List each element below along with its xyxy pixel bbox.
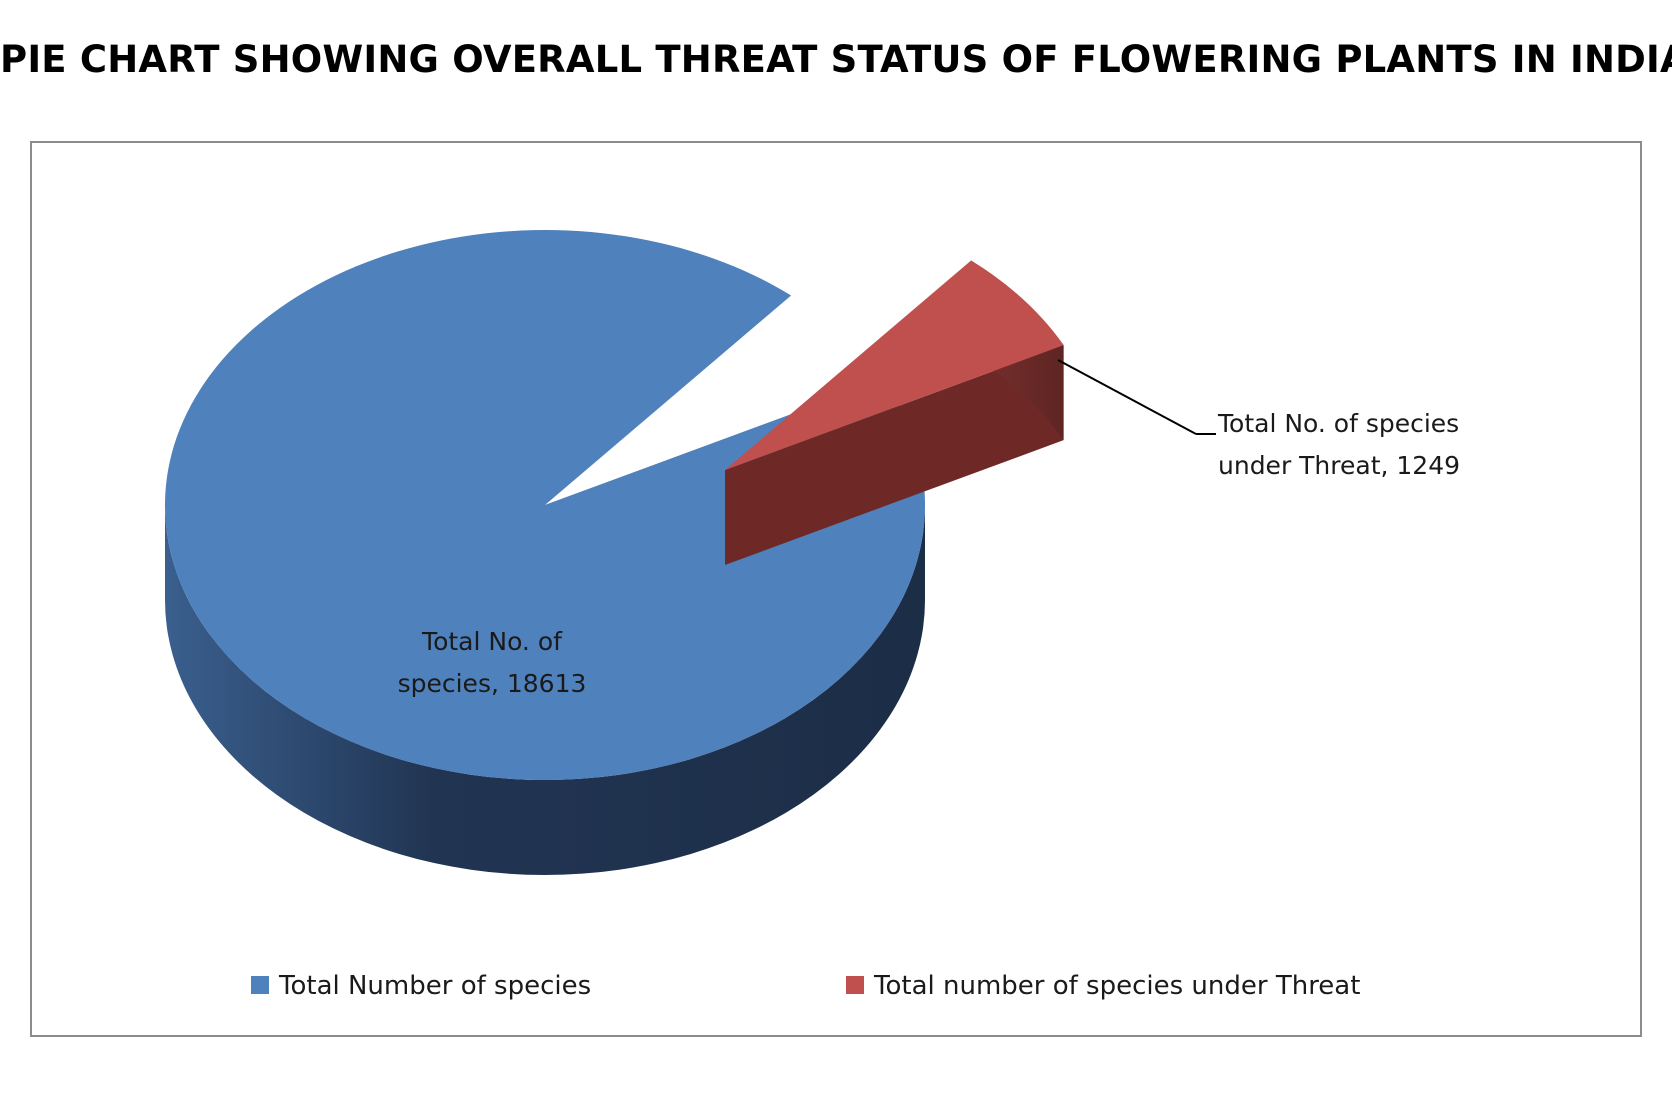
legend-swatch-species [251, 976, 269, 994]
slice-threat [725, 260, 1064, 470]
chart-title: PIE CHART SHOWING OVERALL THREAT STATUS … [0, 38, 1672, 81]
slice-wall-threat [725, 345, 1064, 565]
threat-leader-line [1057, 359, 1197, 435]
slice-label-threat-line1: Total No. of species [1217, 409, 1459, 438]
legend-label-threat: Total number of species under Threat [873, 971, 1360, 1001]
slice-label-threat-line2: under Threat, 1249 [1218, 451, 1460, 480]
slice-species [165, 230, 926, 781]
slice-label-species-line1: Total No. of [421, 627, 563, 656]
slice-label-species-line2: species, 18613 [398, 669, 587, 698]
slice-side-species [165, 505, 925, 875]
legend-label-species: Total Number of species [278, 971, 591, 1001]
legend-swatch-threat [846, 976, 864, 994]
